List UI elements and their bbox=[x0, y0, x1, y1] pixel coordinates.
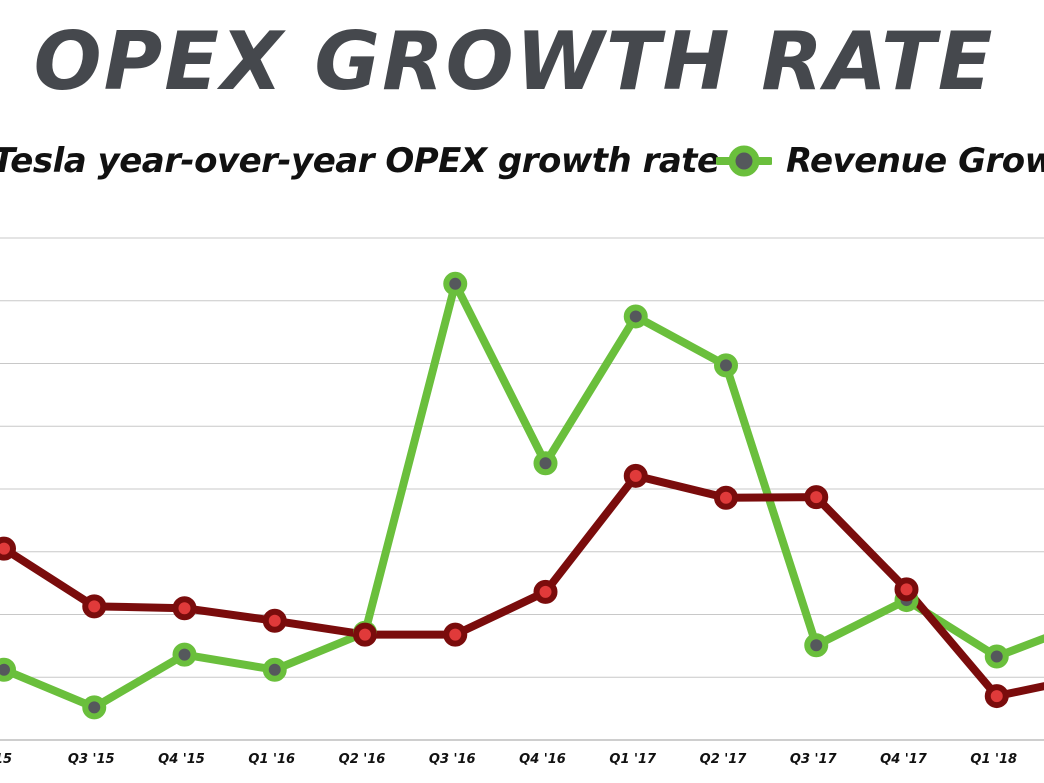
x-tick-label-4: Q2 '16 bbox=[339, 752, 386, 767]
series-0-point-7 bbox=[623, 463, 648, 488]
series-0-point-10 bbox=[894, 577, 919, 602]
series-0-point-3 bbox=[262, 608, 287, 633]
x-tick-label-6: Q4 '16 bbox=[519, 752, 566, 767]
x-tick-label-1: Q3 '15 bbox=[68, 752, 115, 767]
chart-x-axis: '15 Q3 '15 Q4 '15 Q1 '16 Q2 '16 Q3 '16 Q4 '16 Q… bbox=[0, 752, 1017, 767]
series-0-point-8 bbox=[714, 485, 738, 510]
series-0-point-2 bbox=[172, 596, 197, 621]
x-tick-label-3: Q1 '16 bbox=[248, 752, 295, 767]
series-1-point-8 bbox=[714, 353, 738, 378]
series-1-point-0 bbox=[0, 657, 16, 682]
x-tick-label-5: Q3 '16 bbox=[429, 752, 476, 767]
legend-label-opex: Tesla year-over-year OPEX growth rate bbox=[0, 141, 720, 181]
series-line-0 bbox=[0, 471, 1044, 701]
x-tick-label-2: Q4 '15 bbox=[158, 752, 205, 767]
x-tick-label-7: Q1 '17 bbox=[609, 752, 657, 767]
legend-entry-revenue: Revenue Growt bbox=[716, 134, 1044, 188]
chart-title: OPEX GROWTH RATE bbox=[33, 15, 995, 108]
series-0-point-9 bbox=[804, 485, 829, 510]
chart-gridlines bbox=[0, 237, 1044, 741]
series-0-point-4 bbox=[353, 622, 377, 647]
series-line-1 bbox=[0, 279, 1044, 712]
series-1-point-9 bbox=[804, 633, 829, 658]
series-1-point-5 bbox=[443, 271, 468, 296]
x-tick-label-10: Q4 '17 bbox=[880, 752, 928, 767]
x-tick-label-8: Q2 '17 bbox=[700, 752, 748, 767]
series-1-point-3 bbox=[262, 657, 287, 682]
chart-series-lines bbox=[0, 279, 1044, 712]
series-0-point-1 bbox=[82, 594, 107, 619]
series-1-point-1 bbox=[82, 695, 107, 720]
x-tick-label-9: Q3 '17 bbox=[790, 752, 838, 767]
series-1-point-6 bbox=[533, 451, 558, 476]
series-0-point-0 bbox=[0, 536, 16, 561]
series-0-point-5 bbox=[443, 622, 468, 647]
x-tick-label-11: Q1 '18 bbox=[970, 752, 1017, 767]
series-0-point-11 bbox=[984, 684, 1009, 709]
legend-entry-opex: Tesla year-over-year OPEX growth rate bbox=[0, 134, 720, 188]
series-0-point-6 bbox=[533, 579, 558, 604]
series-1-point-11 bbox=[984, 644, 1009, 669]
series-1-point-2 bbox=[172, 642, 197, 667]
series-1-point-7 bbox=[623, 304, 648, 329]
x-tick-label-0: '15 bbox=[0, 752, 12, 767]
legend-label-revenue: Revenue Growt bbox=[786, 141, 1044, 181]
chart-series-markers bbox=[0, 271, 1009, 720]
legend-swatch-revenue bbox=[716, 145, 772, 177]
